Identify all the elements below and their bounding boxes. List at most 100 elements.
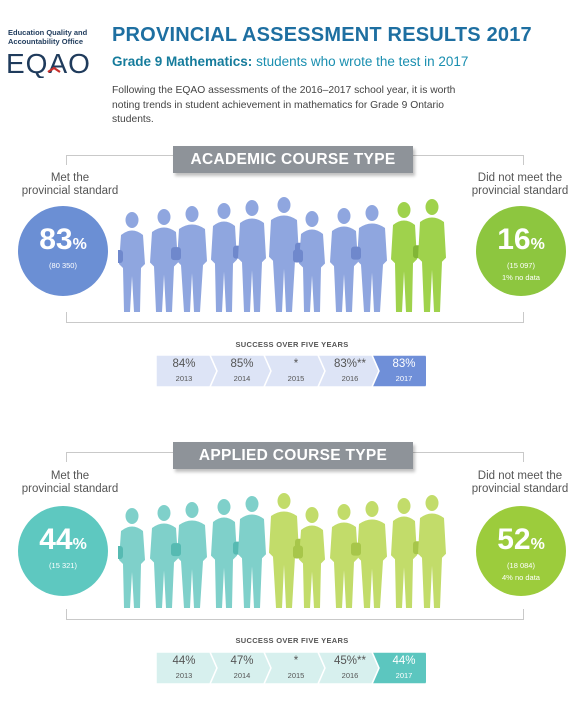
student-figure (171, 502, 207, 608)
applied-tick-left (66, 452, 67, 462)
trend-item-2015: * 2015 (268, 652, 324, 684)
applied-bracket-left (66, 452, 174, 453)
student-figure (150, 209, 178, 312)
student-figure (418, 199, 446, 312)
academic-tick-left (66, 155, 67, 165)
academic-bracket-right (412, 155, 524, 156)
applied-notmet-label-line1: Did not meet the (477, 470, 563, 482)
trend-value: * (293, 358, 299, 370)
applied-no-data: 4% no data (502, 573, 540, 582)
applied-notmet-label: Did not meet the provincial standard (466, 470, 574, 496)
eqao-org-name: Education Quality and Accountability Off… (8, 28, 87, 46)
trend-chevron-2015 (263, 355, 326, 387)
trend-value: 85% (230, 358, 254, 370)
trend-chevron-2015 (263, 652, 326, 684)
applied-notmet-count: (18 084) (507, 561, 535, 570)
applied-tick-right (523, 452, 524, 462)
trend-value: 44% (172, 655, 196, 667)
backpack-shape (118, 546, 123, 559)
applied-met-label: Met the provincial standard (20, 470, 120, 496)
academic-notmet-percent: 16% (497, 223, 545, 256)
trend-year: 2014 (233, 671, 251, 680)
academic-trend-title: SUCCESS OVER FIVE YEARS (235, 340, 349, 349)
backpack-shape (171, 247, 181, 261)
academic-banner: ACADEMIC COURSE TYPE (173, 146, 413, 173)
academic-met-label-line2: provincial standard (21, 185, 119, 197)
academic-met-label-line1: Met the (50, 172, 90, 184)
student-figure (118, 212, 145, 312)
applied-trend-chevrons (156, 652, 426, 684)
academic-trend-chevrons (156, 355, 426, 387)
page-subtitle: Grade 9 Mathematics: students who wrote … (112, 54, 468, 69)
student-figure (351, 205, 387, 312)
backpack-shape (171, 543, 181, 557)
applied-notmet-label-line2: provincial standard (471, 483, 569, 495)
student-figure (330, 208, 358, 312)
student-figure (238, 496, 266, 608)
academic-bottom-tick-right (523, 312, 524, 322)
trend-item-2014: 47% 2014 (214, 652, 270, 684)
trend-year: 2015 (287, 671, 305, 680)
student-figure (211, 499, 243, 608)
trend-year: 2016 (341, 671, 359, 680)
backpack-shape (351, 246, 361, 260)
applied-bottom-tick-left (66, 609, 67, 619)
backpack-shape (351, 542, 361, 556)
academic-notmet-count: (15 097) (507, 261, 535, 270)
trend-year: 2017 (395, 671, 413, 680)
backpack-shape (293, 249, 303, 263)
trend-value: * (293, 655, 299, 667)
trend-chevron-2016 (317, 652, 380, 684)
academic-student-silhouettes (118, 197, 446, 312)
trend-chevron-2014 (209, 652, 272, 684)
academic-trend-bar: 84% 2013 85% 2014 * 2015 83%** 2016 83% 2017 (156, 355, 426, 387)
academic-no-data: 1% no data (502, 273, 540, 282)
applied-bracket-right (412, 452, 524, 453)
trend-item-2013: 44% 2013 (156, 652, 212, 684)
academic-notmet-label-line2: provincial standard (471, 185, 569, 197)
academic-notmet-pct-value: 16 (497, 223, 531, 256)
academic-notmet-label-line1: Did not meet the (477, 172, 563, 184)
intro-paragraph: Following the EQAO assessments of the 20… (112, 85, 456, 125)
student-figure (238, 200, 266, 312)
academic-met-circle: 83% (80 350) (18, 206, 108, 296)
trend-value: 84% (172, 358, 196, 370)
trend-item-2016: 83%** 2016 (322, 355, 378, 387)
applied-trend-bar: 44% 2013 47% 2014 * 2015 45%** 2016 44% 2017 (156, 652, 426, 684)
trend-item-2015: * 2015 (268, 355, 324, 387)
student-figure (351, 501, 387, 608)
applied-met-percent: 44% (39, 523, 87, 556)
svg-text:EQAO: EQAO (6, 48, 91, 78)
academic-met-label: Met the provincial standard (20, 172, 120, 198)
applied-student-silhouettes (118, 493, 446, 608)
trend-year: 2015 (287, 374, 305, 383)
applied-trend-title: SUCCESS OVER FIVE YEARS (235, 636, 349, 645)
academic-bottom-line (66, 322, 524, 323)
trend-item-2017: 44% 2017 (376, 652, 432, 684)
trend-year: 2017 (395, 374, 413, 383)
trend-item-2014: 85% 2014 (214, 355, 270, 387)
applied-bottom-tick-right (523, 609, 524, 619)
applied-met-pct-value: 44 (39, 523, 73, 556)
trend-chevron-2017 (371, 652, 426, 684)
student-figure (171, 206, 207, 312)
academic-tick-right (523, 155, 524, 165)
student-figure (330, 504, 358, 608)
student-figure (391, 202, 423, 312)
trend-value: 83% (392, 358, 416, 370)
trend-value: 45%** (334, 655, 366, 667)
applied-notmet-percent: 52% (497, 523, 545, 556)
page-title: PROVINCIAL ASSESSMENT RESULTS 2017 (112, 24, 532, 46)
trend-item-2013: 84% 2013 (156, 355, 212, 387)
academic-bottom-tick-left (66, 312, 67, 322)
trend-chevron-2016 (317, 355, 380, 387)
trend-year: 2014 (233, 374, 251, 383)
applied-notmet-pct-value: 52 (497, 523, 531, 556)
student-figure (293, 507, 325, 608)
academic-bracket-left (66, 155, 174, 156)
trend-chevron-2017 (371, 355, 426, 387)
applied-met-circle: 44% (15 321) (18, 506, 108, 596)
trend-chevron-2014 (209, 355, 272, 387)
trend-value: 47% (230, 655, 254, 667)
academic-notmet-label: Did not meet the provincial standard (466, 172, 574, 198)
